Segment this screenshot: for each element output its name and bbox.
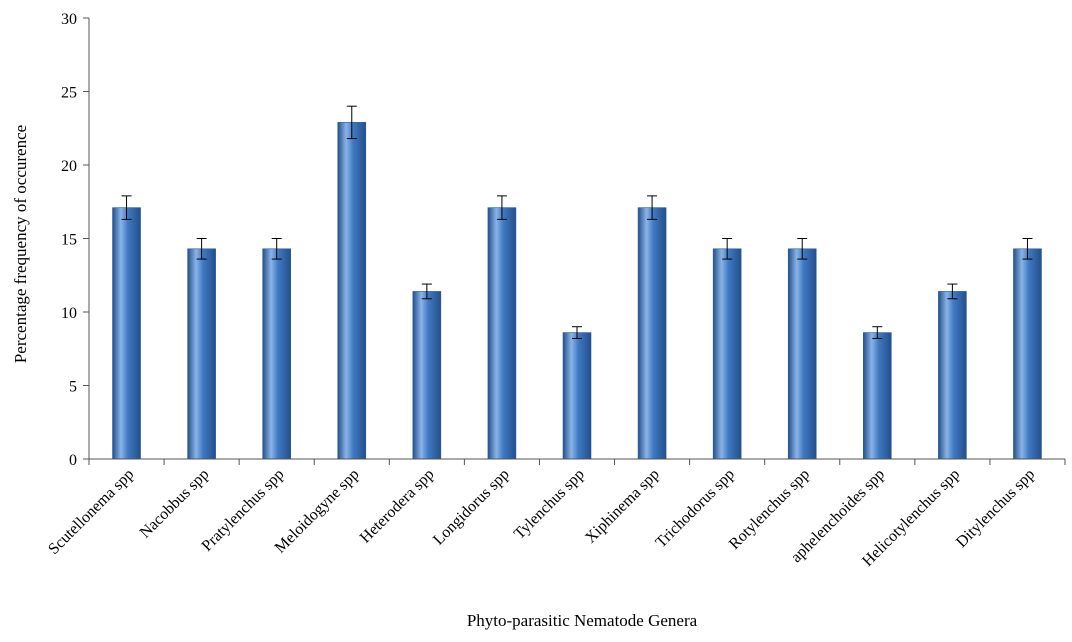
x-category-label: Heterodera spp <box>357 466 438 547</box>
bar <box>262 248 291 460</box>
y-axis: 0 5 10 15 20 25 30 <box>61 11 90 469</box>
y-tick-label: 5 <box>69 379 77 396</box>
x-axis <box>88 458 1066 465</box>
bar <box>787 248 817 460</box>
y-tick-label: 10 <box>61 305 77 322</box>
category-labels: Scutellonema spp Nacobbus sppPratylenchus… <box>45 466 1038 570</box>
x-category-label: Trichodorus spp <box>653 466 738 551</box>
y-tick-label: 15 <box>61 232 77 249</box>
x-category-label: Longidorus spp <box>430 466 513 549</box>
y-tick-label: 0 <box>69 452 77 469</box>
bar <box>487 207 517 460</box>
x-axis-title: Phyto-parasitic Nematode Genera <box>467 611 698 630</box>
x-category-label: Tylenchus spp <box>511 466 588 543</box>
x-category-label: Rotylenchus spp <box>726 466 813 553</box>
x-category-label: Scutellonema spp <box>45 466 137 558</box>
bar <box>112 207 141 460</box>
x-category-label: Nacobbus spp <box>137 466 213 542</box>
bar <box>863 332 892 460</box>
y-tick-label: 25 <box>61 85 77 102</box>
y-axis-title: Percentage frequency of occurence <box>11 125 30 363</box>
bar <box>337 122 367 460</box>
bars-group <box>112 122 1042 460</box>
x-category-label: Ditylenchus spp <box>953 466 1038 551</box>
bar <box>1013 248 1042 460</box>
y-tick-label: 30 <box>61 11 77 28</box>
error-bars-group <box>121 105 1033 339</box>
bar <box>637 207 667 460</box>
bar <box>712 248 742 460</box>
bar <box>187 248 216 460</box>
bar <box>938 291 967 460</box>
bar <box>562 332 592 460</box>
x-category-label: Xiphinema spp <box>582 466 663 547</box>
y-tick-label: 20 <box>61 158 77 175</box>
bar <box>412 291 442 460</box>
